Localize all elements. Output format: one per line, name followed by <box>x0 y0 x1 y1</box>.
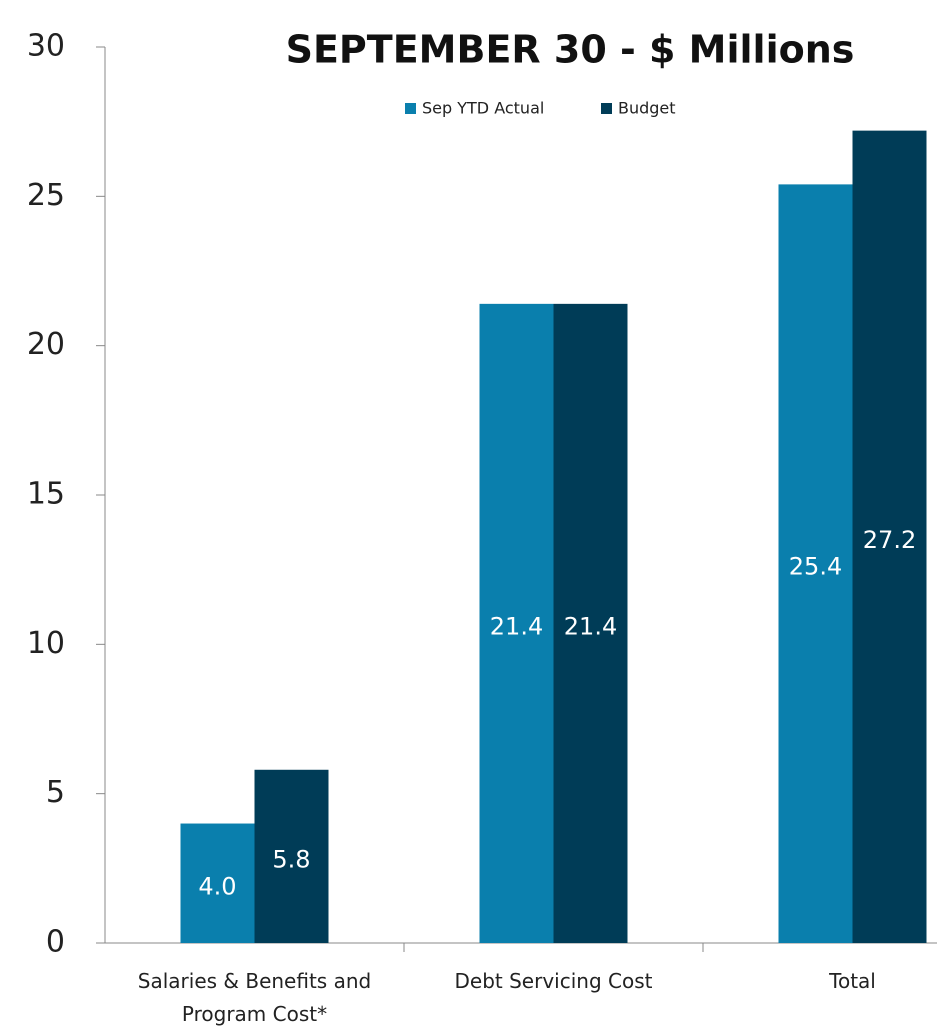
y-tick-label: 10 <box>27 626 65 661</box>
legend-swatch <box>601 103 612 114</box>
bar <box>180 823 255 943</box>
legend-label: Sep YTD Actual <box>422 99 544 118</box>
bar <box>852 130 927 944</box>
legend-swatch <box>405 103 416 114</box>
y-tick-label: 0 <box>46 925 65 960</box>
data-label: 4.0 <box>198 872 236 900</box>
y-tick-label: 25 <box>27 178 65 213</box>
y-tick-label: 15 <box>27 477 65 512</box>
y-tick-label: 5 <box>46 775 65 810</box>
data-label: 21.4 <box>564 612 617 640</box>
x-tick-label: Debt Servicing Cost <box>454 969 653 993</box>
bar <box>254 769 329 943</box>
y-tick-label: 20 <box>27 327 65 362</box>
bar <box>479 303 554 943</box>
data-label: 5.8 <box>272 845 310 873</box>
legend-label: Budget <box>618 99 676 118</box>
chart-title: SEPTEMBER 30 - $ Millions <box>286 28 855 72</box>
data-label: 27.2 <box>863 526 916 554</box>
y-tick-label: 30 <box>27 29 65 64</box>
x-tick-label: Salaries & Benefits and Program Cost* <box>137 969 372 1026</box>
data-label: 21.4 <box>490 612 543 640</box>
data-label: 25.4 <box>789 553 842 581</box>
x-tick-label: Total <box>829 969 876 993</box>
bar <box>553 303 628 943</box>
bar <box>778 184 853 944</box>
